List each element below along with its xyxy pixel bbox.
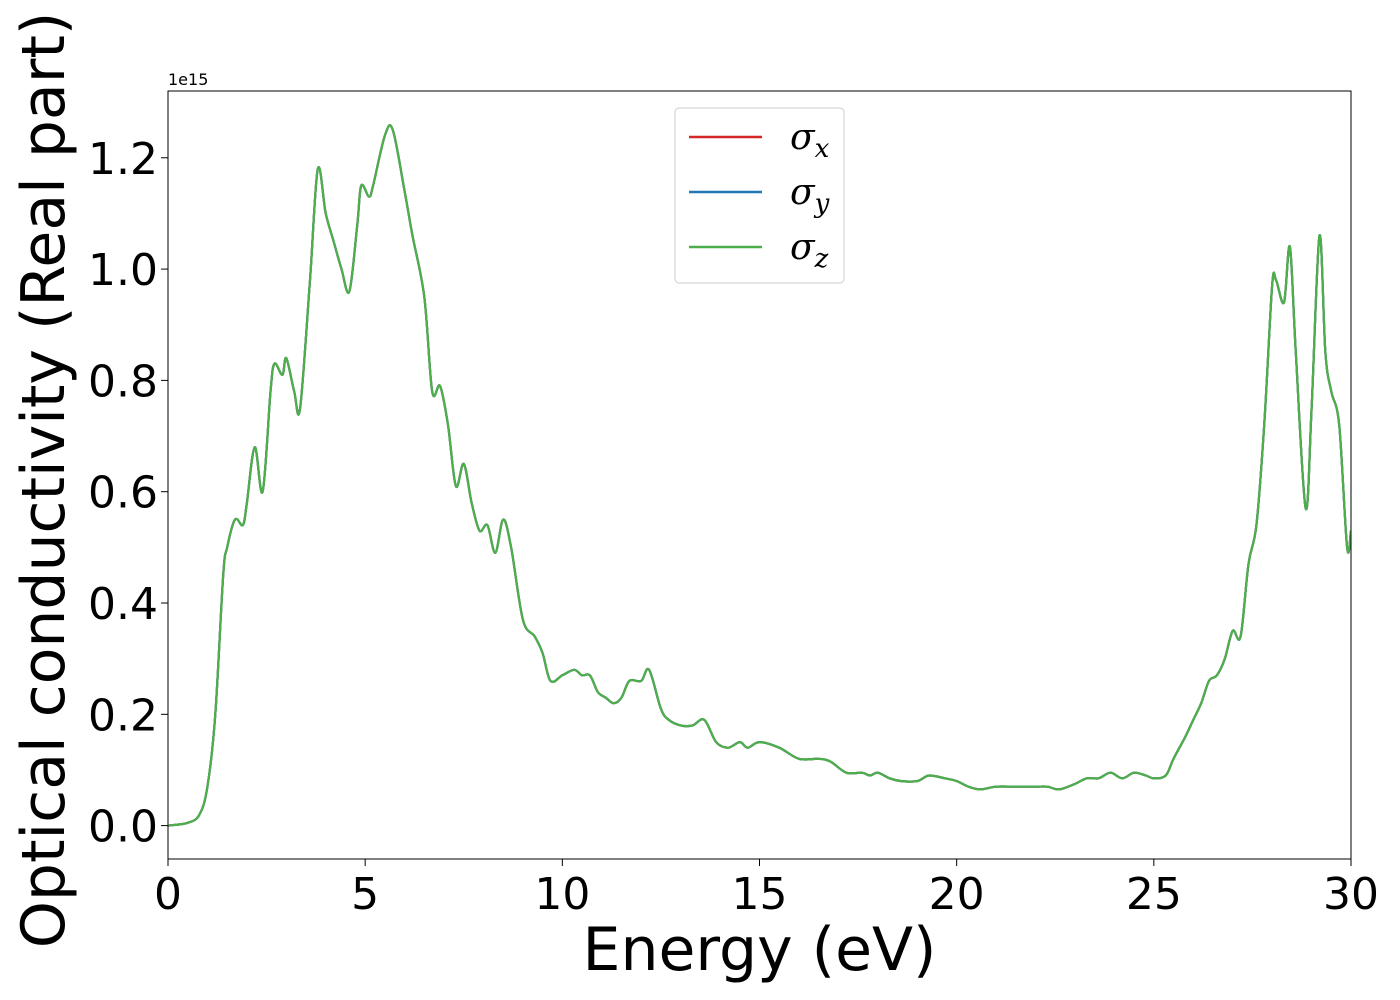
- y-tick-label: 0.8: [88, 356, 158, 407]
- x-axis-title: Energy (eV): [583, 915, 937, 985]
- y-tick-label: 0.2: [88, 690, 158, 741]
- y-tick-label: 0.0: [88, 802, 158, 853]
- series-line-sigma-z: [168, 124, 1351, 827]
- y-offset-text: 1e15: [168, 70, 208, 89]
- x-tick-label: 30: [1323, 869, 1379, 920]
- y-tick-label: 0.4: [88, 579, 158, 630]
- x-tick-label: 25: [1126, 869, 1182, 920]
- y-tick-label: 1.2: [88, 134, 158, 185]
- legend-box: [674, 107, 845, 284]
- x-tick-label: 0: [154, 869, 182, 920]
- y-axis: 0.0 0.2 0.4 0.6 0.8 1.0 1.2: [88, 134, 168, 853]
- x-tick-label: 20: [929, 869, 985, 920]
- x-tick-label: 15: [732, 869, 788, 920]
- legend: σx σy σz: [674, 107, 845, 284]
- plot-content: [168, 124, 1351, 827]
- y-tick-label: 1.0: [88, 245, 158, 296]
- y-tick-label: 0.6: [88, 468, 158, 519]
- y-axis-title: Optical conductivity (Real part): [9, 12, 79, 949]
- x-tick-label: 5: [351, 869, 379, 920]
- x-tick-label: 10: [534, 869, 590, 920]
- legend-label-sigma-x: σx: [790, 117, 830, 164]
- legend-label-sigma-y: σy: [790, 172, 830, 219]
- legend-label-sigma-z: σz: [790, 227, 829, 274]
- x-axis: 0 5 10 15 20 25 30: [154, 859, 1379, 920]
